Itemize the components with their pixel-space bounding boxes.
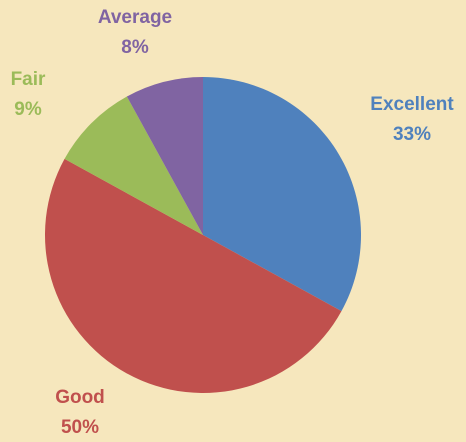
- slice-label: Average: [98, 7, 172, 28]
- pie-slice: [126, 77, 203, 235]
- slice-label: Good: [55, 387, 105, 408]
- pie-slice: [203, 77, 361, 312]
- slice-label: Fair: [11, 69, 46, 90]
- slice-value: 8%: [121, 37, 149, 58]
- slice-value: 9%: [14, 99, 42, 120]
- pie-slice: [64, 96, 203, 235]
- pie-slice: [44, 158, 342, 393]
- slice-value: 50%: [61, 417, 99, 438]
- slice-value: 33%: [393, 124, 431, 145]
- slice-label: Excellent: [370, 94, 454, 115]
